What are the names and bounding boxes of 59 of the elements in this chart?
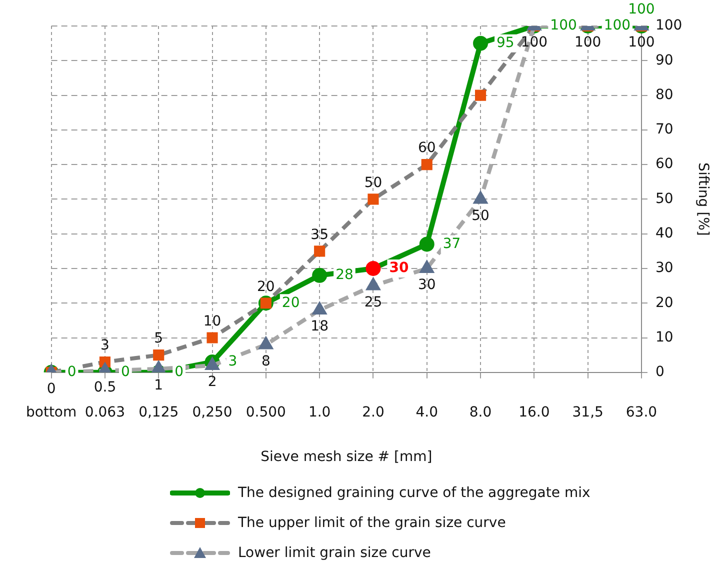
y-tick-label: 40: [655, 225, 674, 242]
data-label: 30: [418, 277, 436, 294]
data-label: 3: [100, 338, 110, 354]
y-tick-label: 20: [655, 294, 674, 311]
data-label: 37: [442, 236, 461, 252]
data-label: 18: [310, 318, 328, 335]
data-label: 50: [364, 174, 382, 191]
data-label: 0: [174, 364, 184, 380]
y-tick-label: 90: [655, 52, 674, 68]
data-label: 100: [520, 34, 548, 51]
x-tick-label: bottom: [26, 404, 77, 420]
y-tick-label: 60: [655, 156, 674, 172]
data-label: 0: [67, 364, 76, 380]
x-tick-label: 63.0: [626, 404, 658, 420]
data-label: 100: [628, 2, 655, 18]
x-tick-label: 16.0: [518, 404, 550, 420]
data-label: 28: [336, 267, 354, 284]
y-tick-label: 80: [655, 86, 674, 103]
x-tick-label: 0.500: [246, 404, 286, 420]
data-label: 20: [282, 294, 300, 311]
x-tick-label: 2.0: [362, 404, 384, 420]
x-tick-label: 8.0: [469, 404, 492, 420]
y-tick-label: 10: [655, 329, 674, 346]
x-tick-label: 0,250: [192, 404, 232, 420]
data-label: 25: [364, 294, 382, 310]
data-label: 5: [154, 330, 164, 347]
legend-label: The designed graining curve of the aggregate mix: [238, 485, 590, 501]
data-label: 30: [389, 260, 409, 276]
x-tick-label: 0.063: [84, 404, 126, 420]
data-label: 50: [472, 208, 490, 224]
data-label: 1: [154, 378, 164, 394]
data-label: 35: [310, 226, 328, 243]
x-tick-label: 0,125: [138, 404, 179, 420]
data-label: 100: [604, 18, 631, 34]
y-axis-title: Sifting [%]: [694, 162, 711, 236]
data-label: 100: [574, 34, 602, 51]
data-label: 95: [496, 34, 514, 51]
y-tick-label: 70: [655, 122, 674, 138]
data-label: 100: [628, 34, 655, 51]
legend-label: The upper limit of the grain size curve: [238, 515, 506, 531]
x-axis-title: Sieve mesh size # [mm]: [260, 449, 432, 466]
x-tick-label: 31,5: [572, 404, 604, 420]
data-label: 100: [550, 18, 577, 34]
data-label: 8: [261, 353, 270, 370]
data-label: 20: [257, 278, 275, 295]
legend-label: Lower limit grain size curve: [238, 545, 431, 561]
data-label: 2: [208, 374, 217, 390]
x-tick-label: 4.0: [416, 404, 438, 420]
y-tick-label: 50: [655, 190, 674, 207]
y-tick-label: 30: [655, 260, 674, 276]
x-tick-label: 1.0: [308, 404, 331, 420]
data-label: 3: [228, 354, 238, 370]
data-label: 0.5: [94, 379, 116, 396]
data-label: 10: [203, 313, 222, 330]
data-label: 0: [120, 364, 130, 380]
data-label: 60: [418, 140, 436, 156]
y-tick-label: 0: [655, 364, 664, 380]
data-label: 0: [46, 381, 56, 398]
y-tick-label: 100: [655, 18, 682, 34]
